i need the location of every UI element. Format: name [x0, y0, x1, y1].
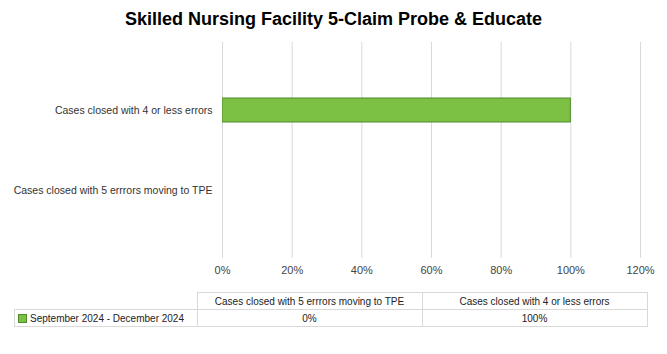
svg-text:Cases closed with 4 or less er: Cases closed with 4 or less errors [55, 104, 213, 116]
html-text:September 2024 - December 2024: September 2024 - December 2024 [30, 312, 184, 324]
svg-text:120%: 120% [626, 264, 654, 276]
svg-text:Cases closed with 5 errrors mo: Cases closed with 5 errrors moving to TP… [14, 184, 213, 196]
svg-text:20%: 20% [281, 264, 303, 276]
html-text:Cases closed with 4 or less er: Cases closed with 4 or less errors [459, 295, 610, 307]
svg-text:80%: 80% [490, 264, 512, 276]
html-text:0%: 0% [302, 312, 317, 324]
svg-text:40%: 40% [351, 264, 373, 276]
svg-text:0%: 0% [215, 264, 231, 276]
svg-text:60%: 60% [420, 264, 442, 276]
html-text:Cases closed with 5 errrors mo: Cases closed with 5 errrors moving to TP… [214, 295, 405, 307]
html-text:100%: 100% [521, 312, 548, 324]
svg-text:100%: 100% [557, 264, 585, 276]
html-text:Skilled Nursing Facility 5-Cla: Skilled Nursing Facility 5-Claim Probe &… [124, 9, 543, 29]
